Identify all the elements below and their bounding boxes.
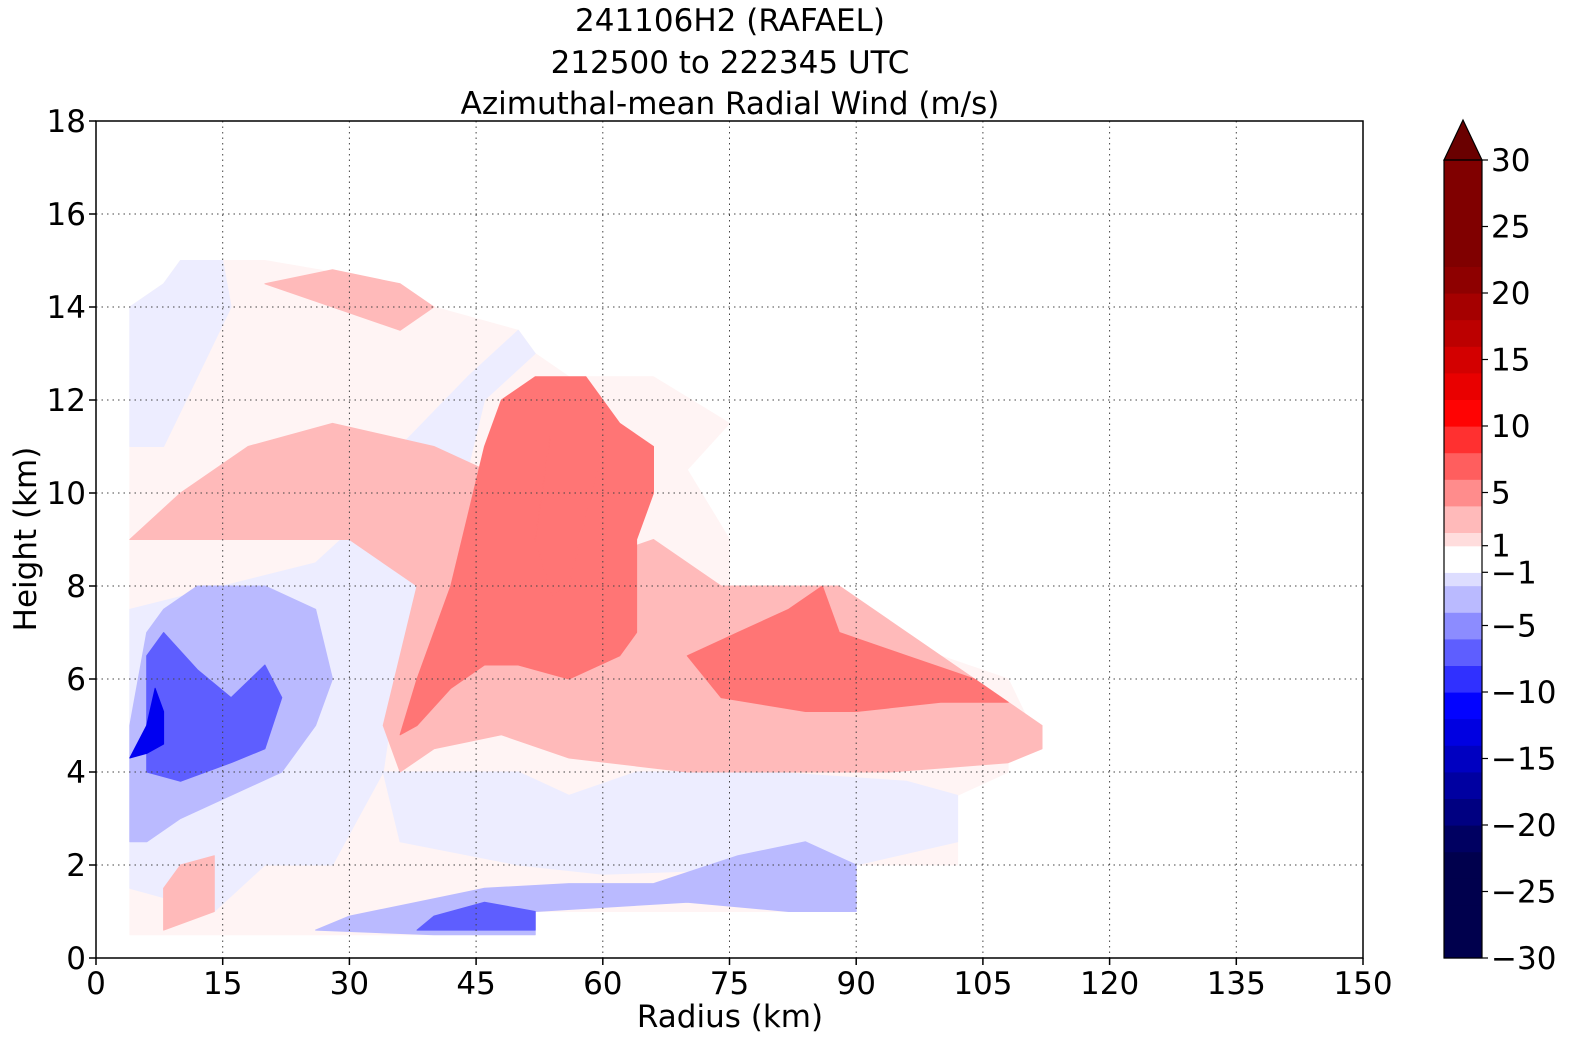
y-tick-label: 14 [47, 290, 86, 326]
grid-lines [96, 121, 1363, 958]
y-tick-label: 16 [47, 197, 86, 233]
colorbar-segment [1444, 293, 1482, 321]
colorbar-segment [1444, 745, 1482, 773]
x-tick-label: 105 [953, 966, 1012, 1002]
x-tick-label: 15 [203, 966, 242, 1002]
colorbar-tick-label: 20 [1491, 276, 1530, 312]
colorbar-segment [1444, 239, 1482, 267]
x-tick-label: 75 [710, 966, 749, 1002]
colorbar-tick-label: −20 [1491, 808, 1556, 844]
colorbar-segment [1444, 532, 1482, 547]
y-axis-label: Height (km) [8, 447, 44, 632]
colorbar-segment [1444, 319, 1482, 347]
colorbar: 30 25 20 15 10 5 1−1 −5 −10 −15 −20 −25 −30 [1443, 118, 1556, 977]
colorbar-tick-label: 1 [1491, 529, 1511, 565]
colorbar-segment [1444, 612, 1482, 640]
colorbar-segment [1444, 771, 1482, 799]
colorbar-segment [1444, 426, 1482, 454]
colorbar-segment [1444, 186, 1482, 214]
y-tick-label: 2 [66, 848, 86, 884]
colorbar-tick-label: 30 [1491, 143, 1530, 179]
y-tick-label: 6 [66, 662, 86, 698]
colorbar-segment [1444, 692, 1482, 720]
colorbar-tick-label: −30 [1491, 941, 1556, 977]
colorbar-tick-label: −5 [1491, 609, 1537, 645]
colorbar-segment [1444, 851, 1482, 879]
y-tick-label: 4 [66, 755, 86, 791]
y-tick-label: 12 [47, 383, 86, 419]
contour-region-15 [129, 687, 165, 759]
contour-region-10 [534, 399, 604, 596]
colorbar-segment [1444, 718, 1482, 746]
colorbar-tick-label: 15 [1491, 343, 1530, 379]
y-tick-label: 18 [47, 104, 86, 140]
x-tick-label: 135 [1207, 966, 1266, 1002]
colorbar-segment [1444, 904, 1482, 932]
y-tick-label: 8 [66, 569, 86, 605]
x-tick-label: 150 [1333, 966, 1392, 1002]
colorbar-segment [1444, 372, 1482, 400]
x-tick-label: 0 [86, 966, 106, 1002]
x-tick-label: 90 [836, 966, 875, 1002]
contour-region-9 [686, 585, 1009, 712]
colorbar-tick-label: 10 [1491, 409, 1530, 445]
colorbar-tick-label: −10 [1491, 675, 1556, 711]
colorbar-tick-label: 5 [1491, 476, 1511, 512]
x-tick-label: 120 [1080, 966, 1139, 1002]
x-axis-label: Radius (km) [637, 999, 823, 1035]
y-tick-label: 0 [66, 941, 86, 977]
contour-region-1 [129, 260, 232, 447]
colorbar-tick-label: −25 [1491, 875, 1556, 911]
contour-region-13 [146, 632, 283, 782]
colorbar-segment [1444, 479, 1482, 507]
colorbar-extend-arrow [1443, 118, 1483, 161]
colorbar-segment [1444, 266, 1482, 294]
colorbar-segment [1444, 825, 1482, 853]
colorbar-segment [1444, 505, 1482, 533]
colorbar-segment [1444, 572, 1482, 587]
x-tick-label: 30 [330, 966, 369, 1002]
colorbar-segment [1444, 213, 1482, 241]
colorbar-segment [1444, 665, 1482, 693]
colorbar-tick-label: 25 [1491, 210, 1530, 246]
colorbar-segment [1444, 399, 1482, 427]
colorbar-segment [1444, 545, 1482, 573]
colorbar-segment [1444, 160, 1482, 188]
x-tick-label: 45 [456, 966, 495, 1002]
contour-region-7 [163, 855, 215, 931]
colorbar-segment [1444, 638, 1482, 666]
axes: 0 15 30 45 60 75 90 105 120 135 150 0 2 4 6 8 10 12 14 16 18 [47, 104, 1393, 1002]
contour-regions [129, 260, 1043, 936]
colorbar-segment [1444, 452, 1482, 480]
colorbar-segment [1444, 585, 1482, 613]
colorbar-tick-label: −1 [1491, 555, 1537, 591]
colorbar-segment [1444, 931, 1482, 959]
y-tick-label: 10 [47, 476, 86, 512]
colorbar-segment [1444, 878, 1482, 906]
colorbar-segment [1444, 346, 1482, 374]
title-line-1: 241106H2 (RAFAEL) [575, 3, 885, 39]
title-line-2: 212500 to 222345 UTC [550, 45, 910, 81]
x-tick-label: 60 [583, 966, 622, 1002]
contour-region-14 [416, 901, 536, 931]
colorbar-segment [1444, 798, 1482, 826]
colorbar-tick-label: −15 [1491, 742, 1556, 778]
colorbar-frame [1443, 159, 1483, 959]
chart-title: Azimuthal-mean Radial Wind (m/s) [460, 86, 1000, 122]
